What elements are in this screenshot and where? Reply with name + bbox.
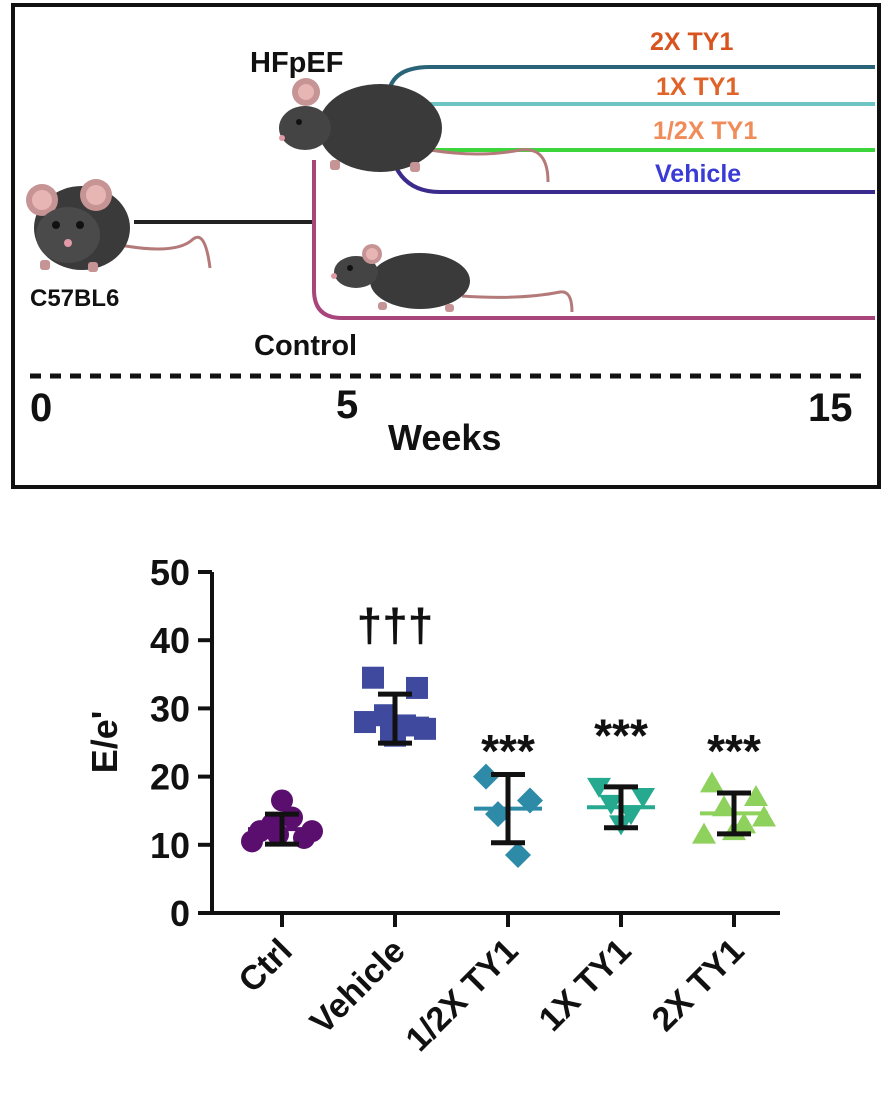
y-tick-label: 50 xyxy=(150,552,190,593)
data-point xyxy=(301,820,323,843)
data-point xyxy=(752,805,776,827)
control-label: Control xyxy=(254,330,357,362)
data-point xyxy=(414,717,436,740)
x-tick-label: 1X TY1 xyxy=(532,932,639,1039)
significance-label: ††† xyxy=(357,599,434,651)
mouse-control-icon xyxy=(331,244,574,313)
group-label-1x: 1X TY1 xyxy=(656,73,739,101)
x-tick-label: Ctrl xyxy=(231,932,299,1000)
data-point xyxy=(631,788,655,809)
schematic-frame xyxy=(11,3,881,489)
data-point xyxy=(692,822,716,844)
significance-label: *** xyxy=(707,725,761,777)
timeline-unit-label: Weeks xyxy=(388,417,501,458)
data-point xyxy=(712,795,736,817)
data-point xyxy=(599,794,623,815)
data-point xyxy=(744,785,768,807)
x-tick-label: 2X TY1 xyxy=(645,932,752,1039)
group-label-vehicle: Vehicle xyxy=(655,160,741,188)
data-point xyxy=(587,777,611,798)
data-point xyxy=(619,805,643,826)
data-point xyxy=(473,763,499,790)
strain-label: C57BL6 xyxy=(30,285,119,312)
y-tick-label: 30 xyxy=(150,688,190,729)
y-tick-label: 20 xyxy=(150,757,190,798)
data-point xyxy=(505,842,531,869)
data-point xyxy=(354,711,376,734)
timeline-end-label: 15 xyxy=(808,386,853,430)
timeline-mid-label: 5 xyxy=(336,383,358,427)
data-point xyxy=(271,789,293,812)
y-tick-label: 0 xyxy=(170,893,190,934)
x-tick-label: Vehicle xyxy=(303,932,413,1042)
significance-label: *** xyxy=(481,725,535,777)
significance-annotations: ††† *** *** *** xyxy=(357,599,761,777)
y-axis-label: E/e' xyxy=(84,711,125,774)
mouse-c57bl6-icon xyxy=(26,179,212,272)
timeline-start-label: 0 xyxy=(30,386,52,430)
y-tick-label: 40 xyxy=(150,620,190,661)
data-point xyxy=(362,666,384,689)
significance-label: *** xyxy=(594,709,648,761)
y-tick-label: 10 xyxy=(150,825,190,866)
mean-sd-bars xyxy=(248,691,768,847)
data-point xyxy=(380,721,402,744)
hfpef-label: HFpEF xyxy=(250,47,343,79)
group-label-half: 1/2X TY1 xyxy=(653,117,757,145)
group-label-2x: 2X TY1 xyxy=(650,28,733,56)
x-tick-label: 1/2X TY1 xyxy=(399,932,526,1059)
data-point xyxy=(374,704,396,727)
data-point xyxy=(700,771,724,793)
data-point xyxy=(241,830,263,853)
mouse-hfpef-icon xyxy=(279,78,550,183)
y-ticks: 0 10 20 30 40 50 xyxy=(150,552,212,934)
schematic-panel: HFpEF C57BL6 Control 2X TY1 1X TY1 1/2X … xyxy=(11,3,881,489)
control-line xyxy=(312,160,875,320)
